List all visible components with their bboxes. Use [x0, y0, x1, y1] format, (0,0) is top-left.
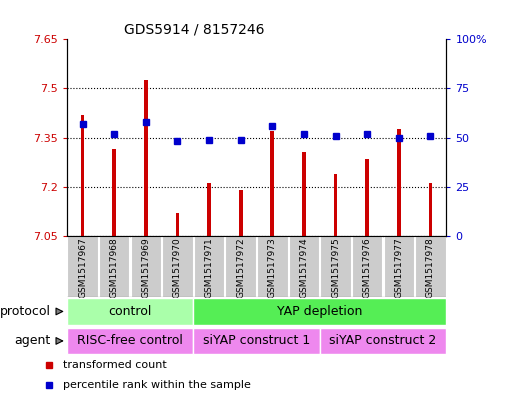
Bar	[67, 236, 97, 297]
Bar	[207, 184, 211, 236]
Bar	[416, 236, 446, 297]
Text: agent: agent	[15, 334, 51, 347]
Bar	[333, 174, 338, 236]
Bar	[321, 236, 351, 297]
Bar	[384, 236, 414, 297]
Text: GSM1517968: GSM1517968	[110, 238, 119, 298]
Text: control: control	[108, 305, 152, 318]
Bar	[131, 236, 161, 297]
Text: GSM1517974: GSM1517974	[300, 238, 308, 298]
Bar	[67, 328, 193, 354]
Text: GSM1517972: GSM1517972	[236, 238, 245, 298]
Bar	[397, 129, 401, 236]
Bar	[428, 184, 432, 236]
Text: GSM1517967: GSM1517967	[78, 238, 87, 298]
Bar	[302, 152, 306, 236]
Text: GSM1517973: GSM1517973	[268, 238, 277, 298]
Bar	[99, 236, 129, 297]
Text: percentile rank within the sample: percentile rank within the sample	[63, 380, 251, 390]
Bar	[112, 149, 116, 236]
Text: protocol: protocol	[0, 305, 51, 318]
Text: transformed count: transformed count	[63, 360, 167, 371]
Bar	[193, 298, 446, 325]
Text: GSM1517977: GSM1517977	[394, 238, 403, 298]
Text: GSM1517978: GSM1517978	[426, 238, 435, 298]
Bar	[193, 328, 320, 354]
Bar	[270, 131, 274, 236]
Bar	[352, 236, 382, 297]
Bar	[365, 159, 369, 236]
Bar	[226, 236, 256, 297]
Bar	[144, 80, 148, 236]
Bar	[162, 236, 192, 297]
Text: GSM1517971: GSM1517971	[205, 238, 213, 298]
Text: GSM1517975: GSM1517975	[331, 238, 340, 298]
Text: siYAP construct 1: siYAP construct 1	[203, 334, 310, 347]
Bar	[257, 236, 287, 297]
Bar	[194, 236, 224, 297]
Bar	[81, 115, 85, 236]
Bar	[289, 236, 319, 297]
Text: GSM1517976: GSM1517976	[363, 238, 372, 298]
Bar	[175, 213, 180, 236]
Text: GSM1517969: GSM1517969	[141, 238, 150, 298]
Text: GSM1517970: GSM1517970	[173, 238, 182, 298]
Text: siYAP construct 2: siYAP construct 2	[329, 334, 437, 347]
Bar	[239, 190, 243, 236]
Text: GDS5914 / 8157246: GDS5914 / 8157246	[124, 23, 264, 37]
Bar	[67, 298, 193, 325]
Text: YAP depletion: YAP depletion	[277, 305, 363, 318]
Text: RISC-free control: RISC-free control	[77, 334, 183, 347]
Bar	[320, 328, 446, 354]
